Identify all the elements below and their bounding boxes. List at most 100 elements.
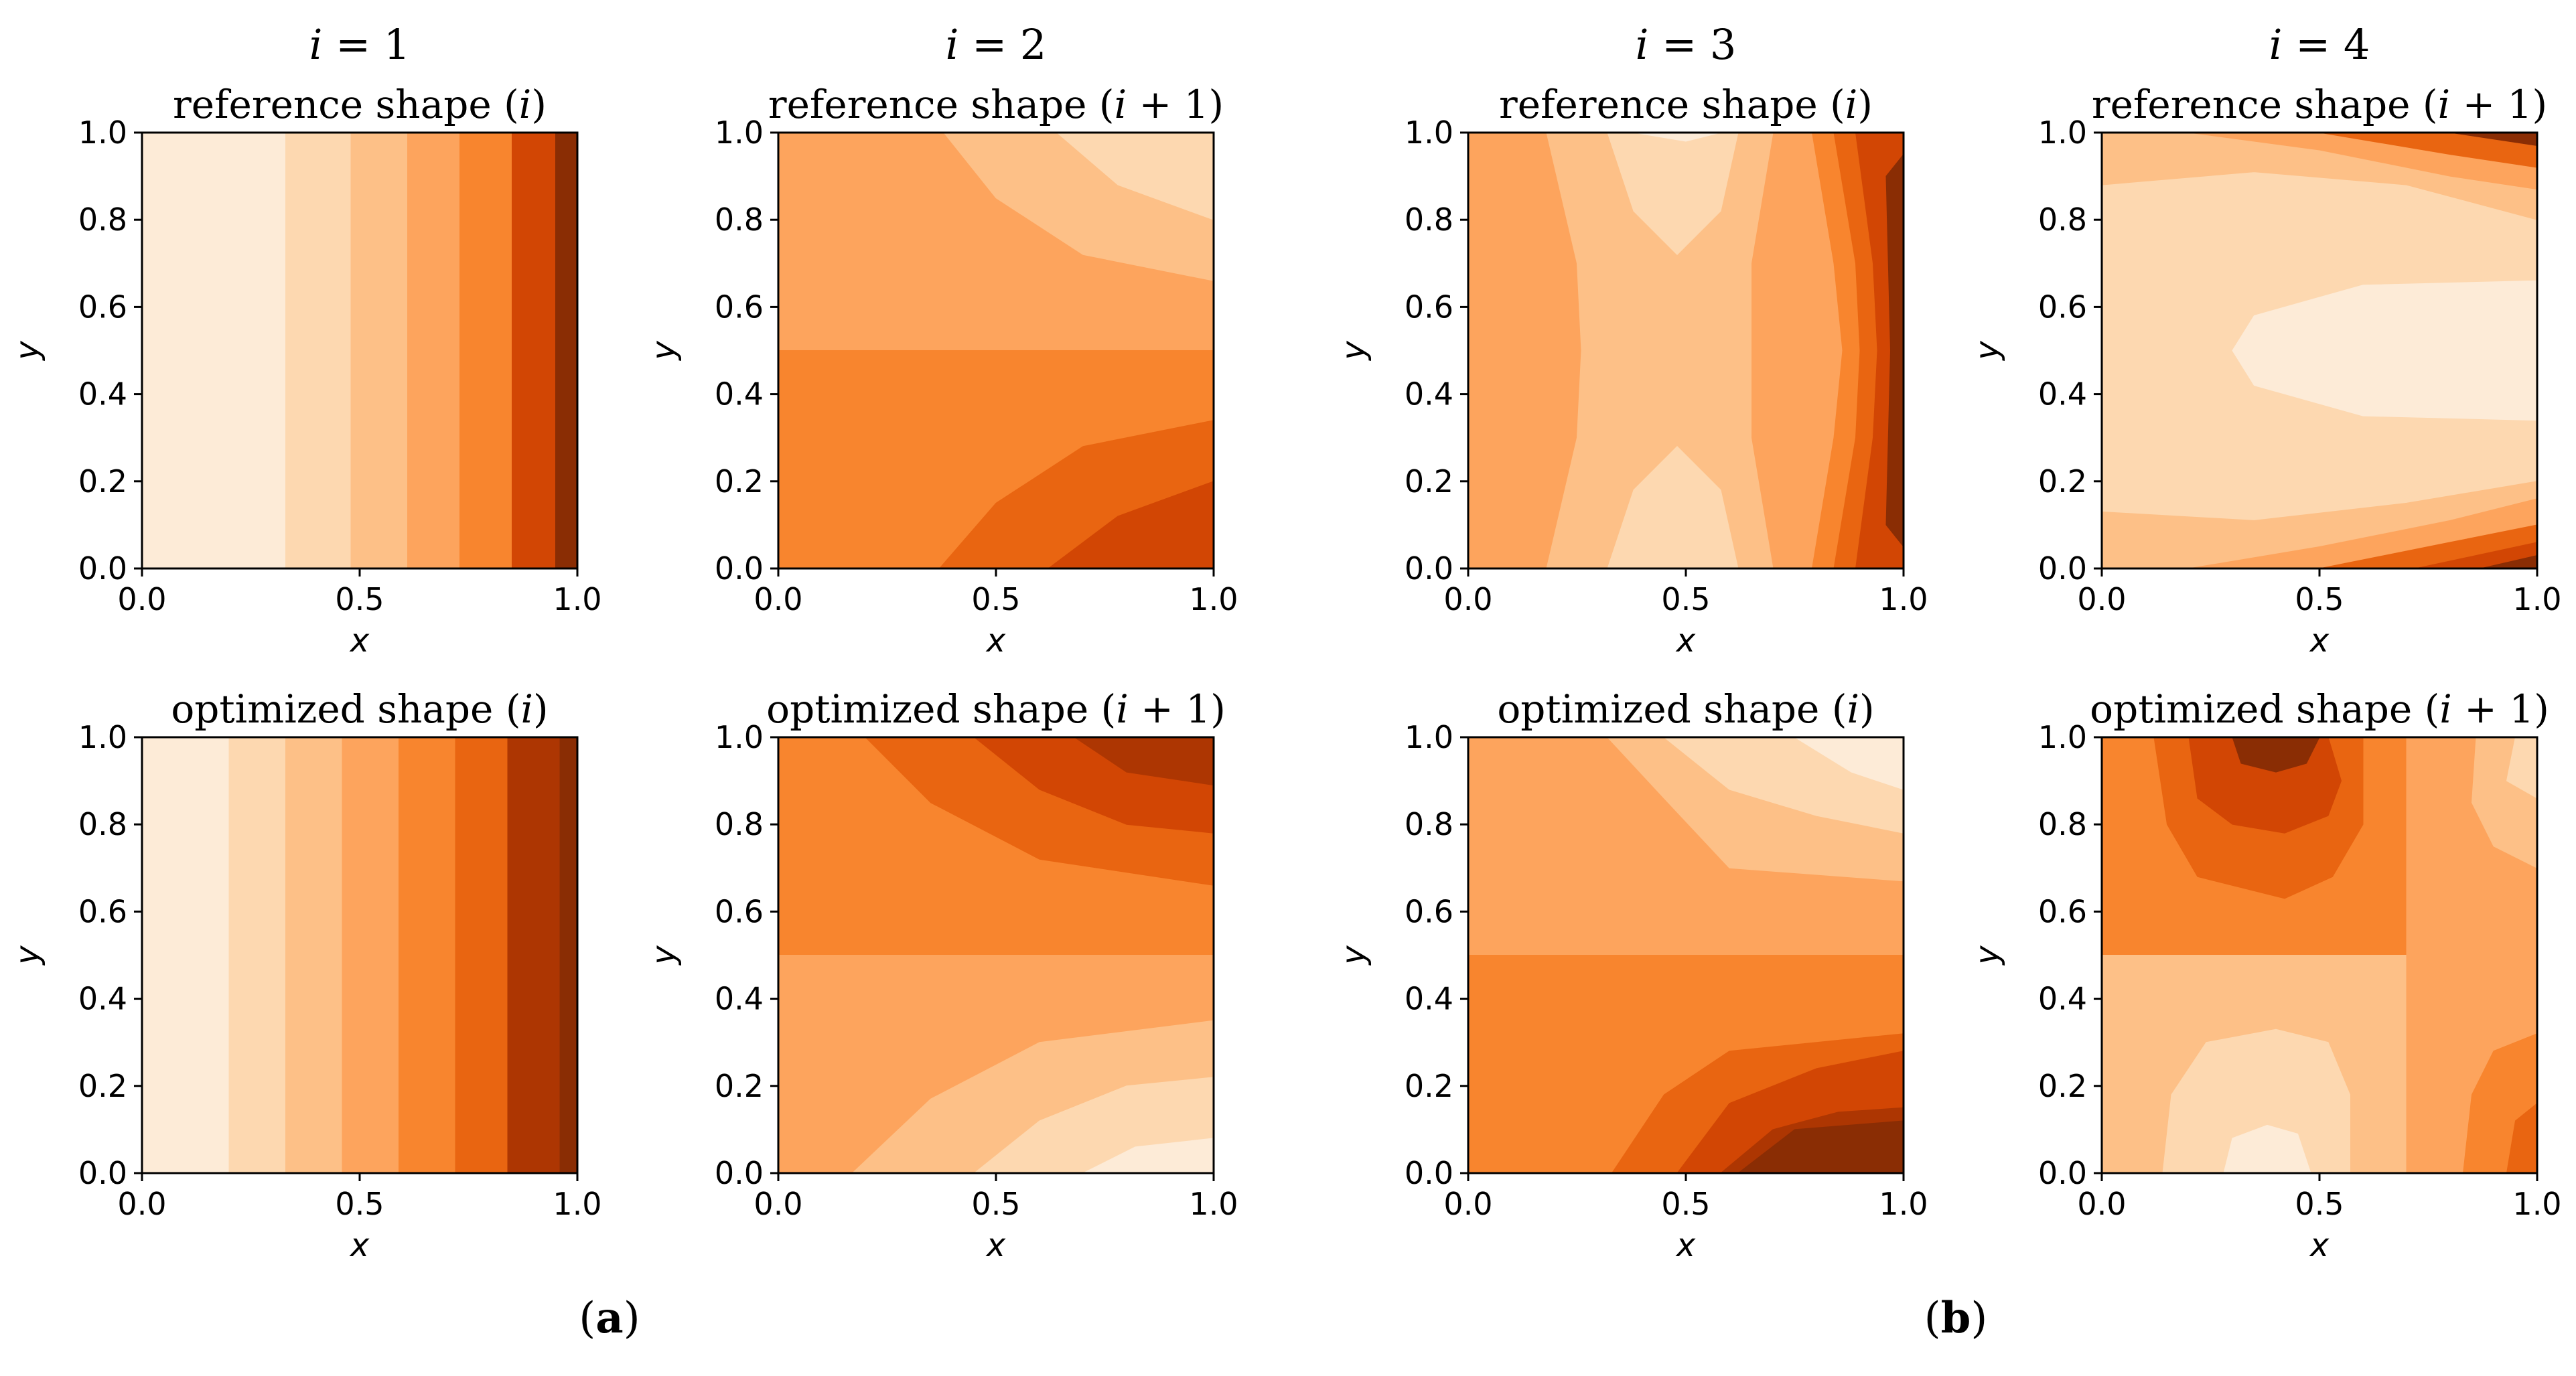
y-tick-label: 0.8 — [2038, 202, 2087, 238]
contour-region — [1737, 1120, 1904, 1173]
contour-region — [512, 133, 556, 568]
contour-fill — [1468, 133, 1904, 568]
y-tick-label: 0.4 — [78, 981, 127, 1017]
y-tick-label: 0.2 — [2038, 463, 2087, 500]
y-axis-label: y — [1969, 341, 2006, 362]
y-tick-label: 0.6 — [715, 893, 764, 929]
contour-region — [2506, 737, 2537, 799]
y-tick-label: 1.0 — [1405, 114, 1453, 151]
y-tick-label: 0.0 — [78, 1155, 127, 1191]
contour-region — [559, 737, 577, 1173]
y-tick-label: 0.6 — [78, 893, 127, 929]
contour-region — [2449, 133, 2537, 147]
subplot-p2: 0.0 0.5 1.0 0.0 0.2 0.4 0.6 0.8 1.0 x y reference s… — [645, 20, 1238, 660]
y-tick-label: 0.6 — [1405, 893, 1453, 929]
column-title: i = 2 — [946, 20, 1047, 69]
y-tick-label: 0.4 — [2038, 376, 2087, 412]
y-tick-label: 0.0 — [715, 550, 764, 587]
y-tick-label: 1.0 — [2038, 719, 2087, 755]
x-tick-label: 1.0 — [1189, 581, 1238, 617]
y-tick-label: 0.0 — [2038, 550, 2087, 587]
contour-region — [1082, 1138, 1214, 1173]
x-axis-label: x — [1675, 622, 1696, 660]
contour-region — [2162, 1028, 2350, 1173]
subplot-p7: 0.0 0.5 1.0 0.0 0.2 0.4 0.6 0.8 1.0 x y optimized s… — [1335, 686, 1928, 1264]
y-tick-label: 0.4 — [2038, 981, 2087, 1017]
contour-region — [2319, 133, 2537, 168]
y-tick-label: 0.6 — [78, 289, 127, 325]
x-tick-label: 0.5 — [335, 581, 384, 617]
x-axis-label: x — [349, 622, 370, 660]
panel-label-a: (a) — [579, 1293, 640, 1343]
subplot-title: optimized shape (i + 1) — [2090, 686, 2549, 732]
contour-region — [2506, 1103, 2537, 1173]
subplot-p1: 0.0 0.5 1.0 0.0 0.2 0.4 0.6 0.8 1.0 x y reference s… — [9, 20, 602, 660]
y-axis-label: y — [1969, 945, 2006, 966]
x-axis-label: x — [1675, 1227, 1696, 1264]
y-tick-label: 0.2 — [2038, 1068, 2087, 1104]
contour-region — [1885, 153, 1904, 548]
subplot-title: optimized shape (i) — [1497, 686, 1874, 732]
x-tick-label: 1.0 — [1189, 1186, 1238, 1222]
subplot-p6: 0.0 0.5 1.0 0.0 0.2 0.4 0.6 0.8 1.0 x y optimized s… — [645, 686, 1238, 1264]
y-tick-label: 1.0 — [715, 114, 764, 151]
x-tick-label: 0.0 — [1443, 581, 1492, 617]
contour-region — [142, 133, 286, 568]
y-axis-label: y — [1335, 341, 1372, 362]
x-tick-label: 0.0 — [1443, 1186, 1492, 1222]
y-tick-label: 0.0 — [715, 1155, 764, 1191]
x-tick-label: 0.0 — [2077, 1186, 2126, 1222]
contour-region — [342, 737, 399, 1173]
y-tick-label: 1.0 — [1405, 719, 1453, 755]
contour-region — [1633, 133, 1721, 142]
column-title: i = 4 — [2269, 20, 2370, 69]
y-axis-label: y — [1335, 945, 1372, 966]
subplot-title: reference shape (i + 1) — [768, 82, 1224, 127]
subplot-title: optimized shape (i) — [171, 686, 548, 732]
y-tick-label: 0.4 — [715, 981, 764, 1017]
y-tick-label: 0.6 — [2038, 893, 2087, 929]
y-axis-label: y — [9, 945, 46, 966]
contour-fill — [142, 133, 577, 568]
x-axis-label: x — [985, 622, 1006, 660]
y-tick-label: 0.4 — [1405, 376, 1453, 412]
contour-region — [1056, 133, 1214, 220]
y-tick-label: 0.2 — [78, 463, 127, 500]
y-tick-label: 1.0 — [2038, 114, 2087, 151]
subplot-p3: 0.0 0.5 1.0 0.0 0.2 0.4 0.6 0.8 1.0 x y reference s… — [1335, 20, 1928, 660]
y-tick-label: 0.8 — [715, 806, 764, 842]
x-tick-label: 1.0 — [553, 581, 601, 617]
y-tick-label: 0.4 — [78, 376, 127, 412]
y-axis-label: y — [645, 945, 683, 966]
x-tick-label: 1.0 — [1879, 581, 1928, 617]
contour-region — [2223, 1124, 2311, 1173]
x-axis-label: x — [349, 1227, 370, 1264]
x-tick-label: 0.5 — [1661, 581, 1710, 617]
column-title: i = 3 — [1636, 20, 1737, 69]
contour-fill — [142, 737, 577, 1173]
contour-fill — [778, 133, 1214, 568]
subplot-title: optimized shape (i + 1) — [766, 686, 1226, 732]
subplot-p5: 0.0 0.5 1.0 0.0 0.2 0.4 0.6 0.8 1.0 x y optimized s… — [9, 686, 602, 1264]
x-tick-label: 0.5 — [335, 1186, 384, 1222]
y-tick-label: 1.0 — [78, 114, 127, 151]
y-tick-label: 0.6 — [2038, 289, 2087, 325]
x-tick-label: 1.0 — [553, 1186, 601, 1222]
contour-region — [2232, 280, 2537, 421]
contour-region — [2415, 542, 2537, 568]
column-title: i = 1 — [309, 20, 411, 69]
y-tick-label: 0.2 — [1405, 463, 1453, 500]
x-tick-label: 0.5 — [2295, 1186, 2344, 1222]
x-tick-label: 1.0 — [1879, 1186, 1928, 1222]
contour-region — [142, 737, 230, 1173]
contour-region — [1607, 445, 1739, 568]
y-tick-label: 1.0 — [78, 719, 127, 755]
y-tick-label: 0.4 — [715, 376, 764, 412]
x-tick-label: 0.5 — [1661, 1186, 1710, 1222]
contour-fill — [2102, 737, 2537, 1173]
contour-region — [1794, 737, 1904, 790]
y-tick-label: 0.0 — [1405, 550, 1453, 587]
y-tick-label: 0.6 — [1405, 289, 1453, 325]
y-tick-label: 0.8 — [2038, 806, 2087, 842]
subplot-p4: 0.0 0.5 1.0 0.0 0.2 0.4 0.6 0.8 1.0 x y reference s… — [1969, 20, 2562, 660]
